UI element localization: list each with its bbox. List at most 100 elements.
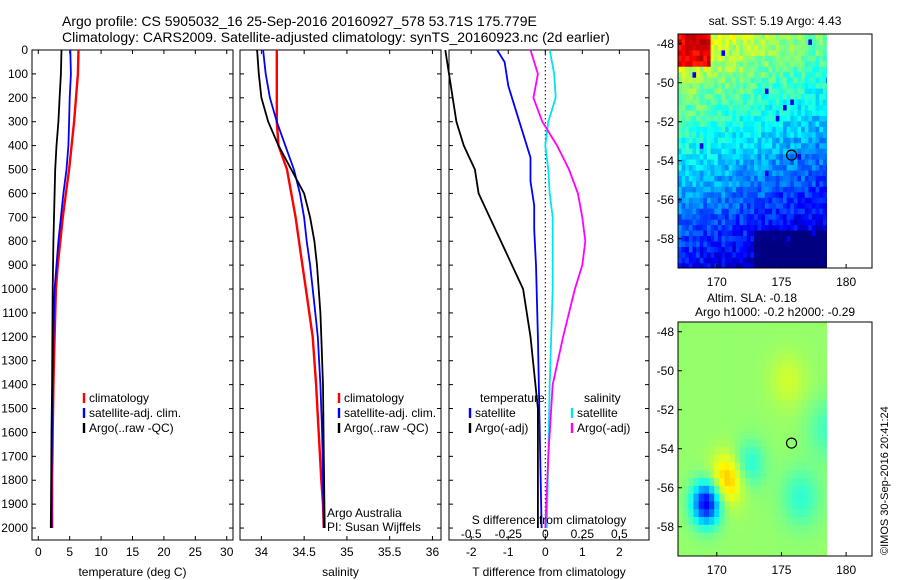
sst_map-cell [841,236,845,242]
sst_map-cell [761,236,766,242]
sla_map-cell [724,548,731,556]
sla_map-cell [828,369,834,377]
sst_map-cell [692,219,697,226]
sst_map-cell [783,263,788,268]
sst_map-cell [735,203,740,210]
sla_map-cell [828,431,834,439]
sla_map-xtick-label: 180 [836,563,856,577]
sla_map-cell [822,540,827,549]
sla_map-cell [750,384,756,393]
sst_map-cell [768,219,773,226]
sst_map-cell [830,127,834,133]
sla_map-cell [796,540,803,549]
sla_map-cell [688,439,694,448]
sst_map-cell [779,77,784,84]
sst_map-cell [732,159,737,166]
sla_map-cell [781,361,788,370]
sla_map-cell [719,493,725,502]
sst_map-cell [678,165,683,171]
sla_map-cell [796,517,803,526]
sst_map-cell [783,72,788,79]
sst_map-cell [685,39,690,46]
sst_map-cell [830,138,834,144]
sla_map-cell [781,540,788,549]
sst_map-cell [841,192,845,198]
sst_map-cell [815,44,820,51]
sst_map-cell [826,192,827,199]
sst_map-cell [721,192,726,199]
sla_map-cell [683,368,689,377]
sst_map-cell [819,121,824,128]
sst_map-cell [728,219,733,226]
sst_map-cell [681,192,686,199]
sst_map-cell [790,99,795,106]
sla_map-cell [719,345,725,354]
sst_map-cell [714,99,719,106]
sla_map-cell [714,509,720,518]
sst_map-cell [801,170,806,177]
sst_map-cell [688,126,693,133]
sst_map-cell [757,263,762,268]
sst_map-cell [732,44,737,51]
sst_map-cell [678,252,683,259]
sst_map-cell [750,230,755,237]
sst_map-cell [764,170,769,177]
sla_map-cell [750,353,756,362]
sla_map-cell [822,524,827,533]
sst_map-cell [815,66,820,73]
sst_map-cell [732,203,737,210]
sst_map-cell [685,132,690,139]
sst_map-cell [808,143,813,150]
sla_map-cell [693,462,700,471]
sst_map-cell [793,61,798,68]
sst_map-cell [764,88,769,95]
sla_map-cell [740,509,746,518]
sst_map-cell [728,115,733,122]
sst_map-cell [681,88,686,95]
sla_map-cell [807,462,813,471]
sst_map-cell [714,34,719,40]
sst_map-cell [804,219,809,226]
sla_map-cell [729,446,736,455]
sla_map-cell [709,384,715,393]
sst_map-cell [681,236,686,242]
sst_map-cell [746,121,751,128]
sla_map-cell [750,524,756,533]
sst_map-cell [786,61,791,68]
sst_map-cell [706,115,711,122]
sst_map-cell [678,121,683,128]
sst_map-cell [768,252,773,259]
sst_map-cell [681,77,686,84]
sst_map-cell [728,197,733,204]
sst_map-cell [706,88,711,95]
sst_map-cell [786,39,791,46]
sla_map-cell [771,368,777,377]
sla_map-cell [740,540,746,549]
sst_map-cell [692,50,697,57]
sst_map-cell [786,121,791,128]
sla_map-cell [828,455,834,463]
sst_map-cell [797,137,802,144]
sla_map-cell [734,524,741,533]
sla_map-cell [802,532,808,541]
sst_map-cell [786,257,791,264]
temperature-xtick-label: 20 [157,545,171,559]
sst_map-cell [681,110,686,117]
sla_map-cell [724,454,731,463]
sst_map-cell [786,252,791,259]
sst_map-cell [779,236,784,242]
sst_map-cell [811,137,817,144]
sla_map-cell [776,376,782,385]
sst_map-cell [801,246,806,253]
sst_map-cell [717,137,722,144]
sst_map-cell [706,50,711,57]
sst_map-cell [783,88,788,95]
sla_map-cell [755,517,762,526]
sst_map-cell [739,39,744,46]
sst_map-cell [775,34,780,40]
sla_map-cell [693,407,700,416]
sst_map-cell [685,165,690,171]
sst_map-cell [728,94,733,100]
sla_map-cell [833,431,839,439]
sla_map-cell [807,423,813,432]
